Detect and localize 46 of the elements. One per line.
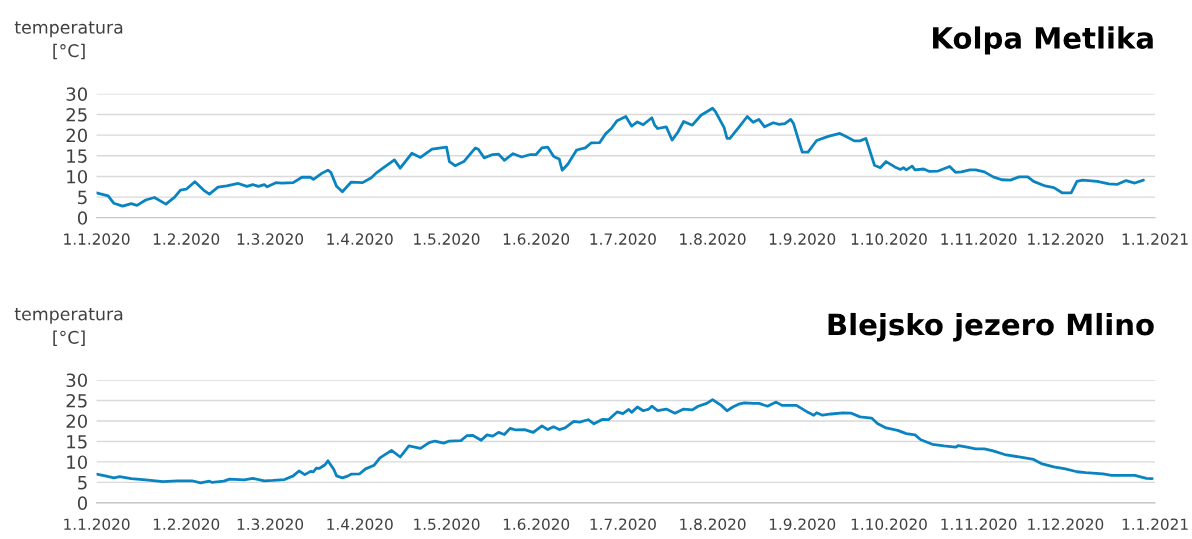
x-tick-label: 1.1.2020 [64, 233, 130, 245]
y-tick-label: 0 [77, 211, 88, 225]
y-tick-label: 5 [78, 190, 87, 205]
y-tick-label: 25 [66, 107, 87, 122]
chart-title: Blejsko jezero Mlino [828, 312, 1154, 342]
y-tick-label: 25 [66, 393, 87, 408]
y-tick-label: 15 [67, 149, 87, 163]
y-tick-label: 10 [67, 455, 88, 470]
y-tick-label: 20 [66, 128, 88, 143]
x-tick-label: 1.12.2020 [1028, 518, 1104, 530]
x-tick-label: 1.7.2020 [590, 233, 656, 245]
x-tick-label: 1.3.2020 [237, 233, 304, 245]
x-tick-label: 1.2.2020 [153, 518, 220, 530]
y-tick-label: 20 [66, 414, 88, 429]
x-tick-label: 1.1.2021 [1122, 233, 1188, 245]
x-tick-label: 1.7.2020 [590, 518, 656, 530]
y-tick-label: 15 [67, 435, 87, 449]
x-tick-label: 1.2.2020 [153, 233, 220, 245]
line-series [96, 106, 1145, 208]
chart-title: Kolpa Metlika [933, 26, 1153, 55]
x-tick-label: 1.9.2020 [769, 233, 836, 245]
x-tick-label: 1.4.2020 [327, 233, 393, 245]
y-axis-title: temperatura [°C] [14, 21, 123, 60]
x-tick-label: 1.1.2021 [1122, 518, 1188, 530]
x-tick-label: 1.4.2020 [327, 518, 393, 530]
y-tick-label: 0 [77, 496, 88, 510]
y-axis-title: temperatura [°C] [14, 308, 123, 346]
x-tick-label: 1.5.2020 [414, 233, 480, 245]
x-tick-label: 1.3.2020 [237, 518, 304, 530]
x-tick-label: 1.6.2020 [503, 518, 570, 530]
x-tick-label: 1.5.2020 [414, 518, 480, 530]
x-tick-label: 1.11.2020 [941, 518, 1017, 530]
x-tick-label: 1.10.2020 [851, 518, 927, 530]
x-tick-label: 1.9.2020 [769, 518, 836, 530]
line-series [96, 398, 1154, 485]
y-tick-label: 30 [66, 87, 88, 101]
x-tick-label: 1.6.2020 [503, 233, 570, 245]
x-tick-label: 1.10.2020 [851, 233, 927, 245]
y-tick-label: 10 [67, 169, 88, 184]
x-tick-label: 1.12.2020 [1028, 233, 1104, 245]
x-tick-label: 1.11.2020 [941, 233, 1017, 245]
x-tick-label: 1.8.2020 [680, 233, 746, 245]
x-tick-label: 1.1.2020 [64, 518, 130, 530]
y-tick-label: 5 [78, 476, 87, 490]
y-tick-label: 30 [66, 373, 88, 388]
x-tick-label: 1.8.2020 [680, 518, 746, 530]
